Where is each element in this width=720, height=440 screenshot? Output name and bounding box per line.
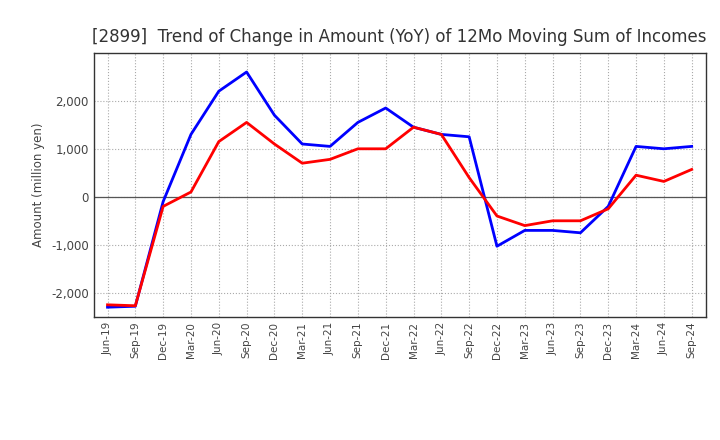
Net Income [215,139,223,144]
Net Income [492,213,501,219]
Net Income [382,146,390,151]
Net Income [576,218,585,224]
Net Income [159,204,168,209]
Net Income [354,146,362,151]
Net Income [298,161,307,166]
Ordinary Income [604,204,613,209]
Net Income [186,189,195,194]
Line: Ordinary Income: Ordinary Income [107,72,692,307]
Ordinary Income [521,228,529,233]
Ordinary Income [688,144,696,149]
Ordinary Income [131,304,140,309]
Net Income [325,157,334,162]
Ordinary Income [186,132,195,137]
Net Income [437,132,446,137]
Net Income [465,175,474,180]
Ordinary Income [576,230,585,235]
Title: [2899]  Trend of Change in Amount (YoY) of 12Mo Moving Sum of Incomes: [2899] Trend of Change in Amount (YoY) o… [92,28,707,46]
Ordinary Income [465,134,474,139]
Ordinary Income [437,132,446,137]
Ordinary Income [159,199,168,204]
Net Income [131,303,140,308]
Ordinary Income [354,120,362,125]
Net Income [103,302,112,308]
Ordinary Income [103,304,112,310]
Ordinary Income [215,88,223,94]
Ordinary Income [270,113,279,118]
Net Income [549,218,557,224]
Ordinary Income [492,244,501,249]
Ordinary Income [325,144,334,149]
Net Income [242,120,251,125]
Net Income [631,172,640,178]
Ordinary Income [660,146,668,151]
Ordinary Income [242,70,251,75]
Ordinary Income [382,105,390,110]
Line: Net Income: Net Income [107,122,692,306]
Net Income [604,206,613,212]
Net Income [270,141,279,147]
Ordinary Income [631,144,640,149]
Y-axis label: Amount (million yen): Amount (million yen) [32,123,45,247]
Ordinary Income [298,141,307,147]
Net Income [660,179,668,184]
Net Income [409,125,418,130]
Ordinary Income [549,228,557,233]
Net Income [521,223,529,228]
Net Income [688,167,696,172]
Ordinary Income [409,125,418,130]
